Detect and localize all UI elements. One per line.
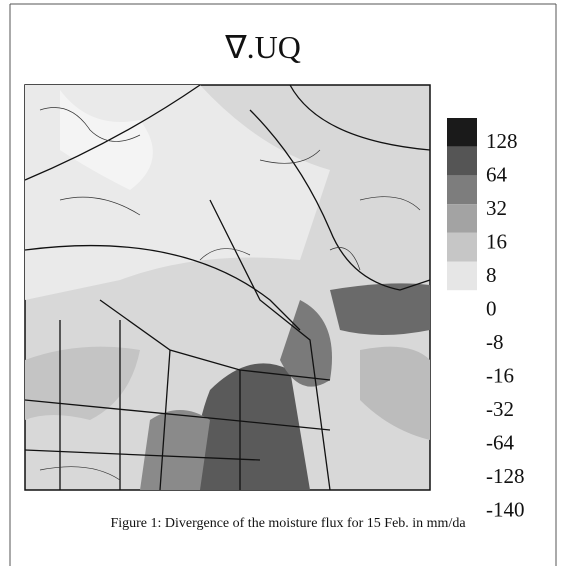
legend-swatch	[447, 204, 477, 233]
legend-level: 32	[486, 196, 507, 220]
legend-level: 8	[486, 263, 497, 287]
legend-level: 16	[486, 229, 507, 253]
legend-level: 128	[486, 129, 518, 153]
legend-level: -64	[486, 430, 514, 454]
map	[25, 85, 430, 490]
legend-swatch	[447, 118, 477, 147]
title: ∇.UQ	[224, 29, 301, 65]
legend-swatch	[447, 147, 477, 176]
legend-level: -128	[486, 464, 525, 488]
legend-swatch	[447, 233, 477, 262]
legend: 128 64 32 16 8 0 -8 -16 -32 -64 -128 -140	[447, 118, 525, 521]
legend-level: 0	[486, 296, 497, 320]
caption: Figure 1: Divergence of the moisture flu…	[110, 516, 466, 531]
legend-swatch	[447, 262, 477, 291]
legend-level: -8	[486, 330, 504, 354]
legend-swatch	[447, 175, 477, 204]
legend-level: 64	[486, 162, 508, 186]
figure: ∇.UQ 128 64 32 16 8 0 -8 -16 -32 -64 -128 -140 Figu…	[0, 0, 568, 566]
legend-level: -16	[486, 363, 514, 387]
legend-level: -32	[486, 397, 514, 421]
legend-level: -140	[486, 497, 525, 521]
